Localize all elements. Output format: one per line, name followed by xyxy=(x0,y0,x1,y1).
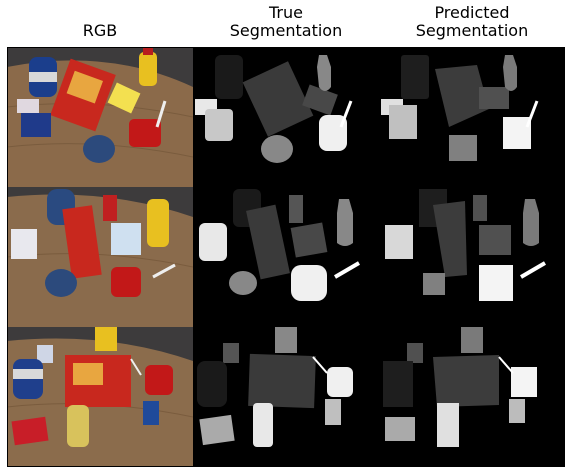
rgb-image-row-2 xyxy=(7,187,193,327)
title-line: Segmentation xyxy=(229,21,343,40)
column-title-rgb: RGB xyxy=(7,22,193,40)
true-segmentation-row-3 xyxy=(193,327,379,467)
title-line: Segmentation xyxy=(415,21,529,40)
column-title-true-segmentation: True Segmentation xyxy=(193,4,379,40)
predicted-segmentation-row-3 xyxy=(379,327,565,467)
title-line: Predicted xyxy=(434,3,510,22)
predicted-segmentation-row-1 xyxy=(379,47,565,187)
predicted-segmentation-row-2 xyxy=(379,187,565,327)
column-title-predicted-segmentation: Predicted Segmentation xyxy=(379,4,565,40)
title-line: True xyxy=(269,3,303,22)
true-segmentation-row-1 xyxy=(193,47,379,187)
true-segmentation-row-2 xyxy=(193,187,379,327)
rgb-image-row-3 xyxy=(7,327,193,467)
title-line: RGB xyxy=(82,21,118,40)
rgb-image-row-1 xyxy=(7,47,193,187)
